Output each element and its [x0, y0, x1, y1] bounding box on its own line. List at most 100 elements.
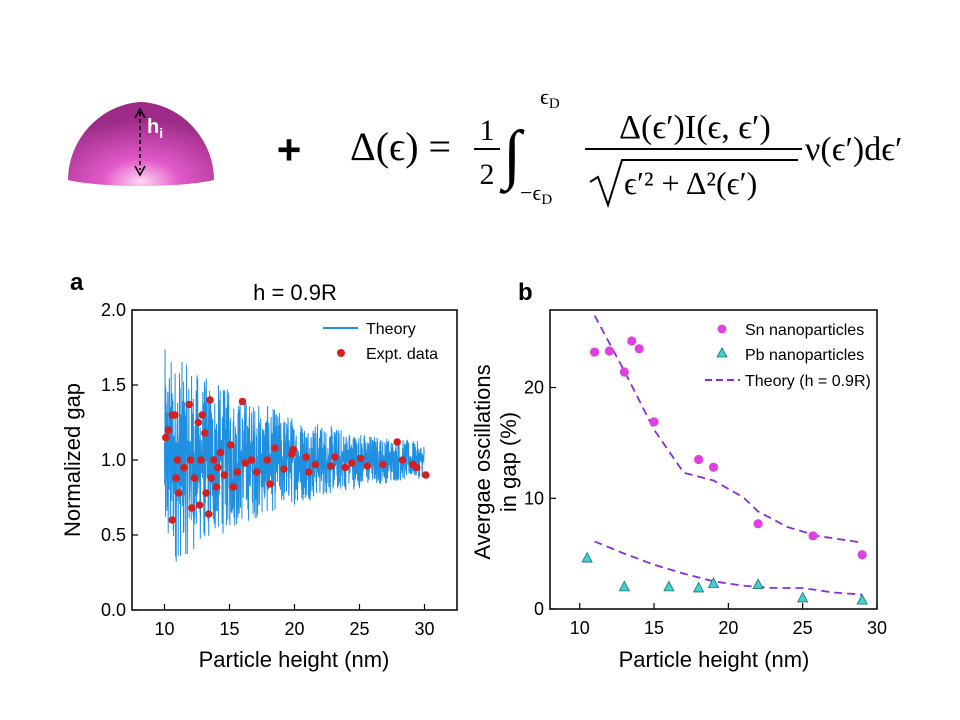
equation-half-den: 2 — [480, 158, 495, 191]
panel-a-expt-point — [186, 456, 195, 464]
panel-a-ytick-label: 1.5 — [101, 375, 126, 395]
legend-sn-label: Sn nanoparticles — [745, 322, 864, 339]
panel-a-expt-point — [195, 501, 204, 509]
panel-a-expt-point — [289, 445, 298, 454]
panel-b-theory-series — [593, 315, 863, 596]
panel-b-pb-point — [856, 593, 868, 605]
panel-a-expt-point — [327, 462, 335, 470]
panel-b-sn-point — [694, 454, 704, 465]
panel-a-expt-point — [398, 456, 407, 464]
equation-integral: ∫ — [499, 118, 525, 194]
panel-b-xtick-label: 20 — [718, 618, 738, 638]
panel-a-expt-point — [216, 448, 225, 457]
panel-a-expt-point — [393, 438, 402, 446]
panel-a-expt-point — [311, 460, 320, 469]
panel-a-ylabel: Normalized gap — [60, 383, 85, 537]
legend-expt-label: Expt. data — [366, 346, 438, 363]
panel-a-expt-point — [190, 474, 199, 482]
panel-b-pb-series — [581, 551, 868, 605]
panel-b-pb-point — [707, 577, 720, 588]
panel-a-expt-point — [347, 459, 356, 467]
legend-pb-swatch — [716, 347, 728, 358]
panel-a-xtick-label: 10 — [154, 619, 174, 639]
panel-a-title: h = 0.9R — [253, 280, 337, 305]
equation-lower-limit: −ϵD — [520, 180, 552, 208]
panel-a-expt-point — [173, 456, 182, 464]
panel-b-pb-point — [692, 581, 705, 593]
panel-a-expt-point — [168, 516, 177, 524]
panel-b-ytick-label: 20 — [524, 378, 544, 398]
panel-a-xtick-label: 25 — [349, 619, 369, 639]
panel-b-theory-line — [593, 315, 863, 544]
panel-b-sn-point — [634, 344, 644, 354]
panel-a-expt-point — [422, 471, 430, 479]
panel-a-expt-point — [162, 433, 170, 442]
legend-pb-label: Pb nanoparticles — [745, 347, 864, 364]
panel-a-ytick-label: 0.5 — [101, 525, 126, 545]
panel-b-sn-point — [619, 367, 629, 377]
panel-b-pb-point — [797, 591, 809, 603]
equation-lhs: Δ(ϵ) = — [350, 124, 451, 169]
dome-illustration: hi — [68, 102, 214, 186]
panel-a-xtick-label: 30 — [414, 619, 434, 639]
panel-a-expt-point — [172, 474, 180, 482]
equation-tail: ν(ϵ′)dϵ′ — [805, 131, 902, 168]
panel-b-sn-point — [753, 519, 763, 529]
panel-a-expt-point — [171, 411, 179, 419]
panel-b-xtick-label: 10 — [570, 618, 590, 638]
panel-a-expt-point — [198, 411, 206, 419]
panel-a-xlabel: Particle height (nm) — [199, 647, 390, 672]
panel-a-expt-point — [204, 510, 213, 518]
legend-sn-swatch — [717, 324, 727, 334]
panel-b-sn-point — [604, 346, 615, 356]
panel-b-sn-point — [857, 550, 867, 560]
panel-b-sn-point — [649, 417, 659, 427]
panel-a-expt-series — [162, 396, 430, 524]
panel-a-expt-point — [188, 504, 196, 512]
panel-a-xtick-label: 15 — [219, 619, 239, 639]
legend-theory-label: Theory — [366, 321, 416, 338]
equation-half-num: 1 — [480, 114, 495, 147]
panel-a-expt-point — [197, 456, 205, 464]
height-arrow-head-top — [134, 107, 146, 119]
panel-a-expt-point — [185, 400, 193, 409]
panel-a-expt-point — [341, 463, 350, 472]
panel-a-expt-point — [201, 429, 209, 437]
panel-a-expt-point — [180, 463, 188, 472]
panel-b-pb-point — [581, 551, 593, 563]
panel-a-expt-point — [252, 468, 261, 476]
equation-upper-limit: ϵD — [540, 84, 560, 112]
panel-a-expt-point — [271, 444, 279, 452]
panel-a-expt-point — [241, 459, 249, 467]
panel-b-sn-series — [589, 336, 867, 560]
panel-a-expt-point — [247, 456, 256, 464]
panel-a-ytick-label: 2.0 — [101, 300, 126, 320]
panel-a-expt-point — [305, 468, 313, 476]
legend-expt-swatch — [337, 349, 345, 357]
panel-b-ytick-label: 0 — [534, 599, 544, 619]
panel-a-expt-point — [227, 441, 235, 449]
panel-a-expt-point — [194, 418, 203, 427]
panel-b-xtick-label: 15 — [644, 618, 664, 638]
panel-b-sn-point — [708, 462, 719, 472]
panel-a-theory-line — [164, 349, 425, 562]
panel-a-expt-point — [379, 460, 387, 469]
panel-a-expt-point — [210, 456, 218, 464]
panel-a-chart: a h = 0.9R 10 15 20 25 30 0.0 0.5 1.0 1.5 2.0 Par… — [60, 269, 458, 672]
panel-a-theory-series — [164, 349, 425, 562]
panel-b-sn-point — [589, 347, 600, 357]
panel-a-expt-point — [266, 480, 274, 488]
panel-b-plot-frame — [549, 309, 878, 610]
plus-sign: + — [277, 126, 302, 173]
panel-a-expt-point — [229, 483, 238, 491]
panel-b-xtick-label: 30 — [867, 618, 887, 638]
gap-equation: Δ(ϵ) = 1 2 ∫ ϵD −ϵD Δ(ϵ′)I(ϵ, ϵ′) ϵ′² + … — [350, 84, 902, 209]
legend-theory-b-label: Theory (h = 0.9R) — [745, 373, 871, 390]
panel-a-expt-point — [363, 462, 372, 470]
panel-b-xlabel: Particle height (nm) — [619, 647, 810, 672]
dome-height-label-sub: i — [159, 125, 163, 141]
panel-a-ytick-label: 1.0 — [101, 450, 126, 470]
equation-numerator: Δ(ϵ′)I(ϵ, ϵ′) — [619, 109, 771, 146]
panel-a-expt-point — [331, 453, 339, 461]
panel-b-ylabel-line1: Avergae oscillations — [470, 364, 495, 559]
